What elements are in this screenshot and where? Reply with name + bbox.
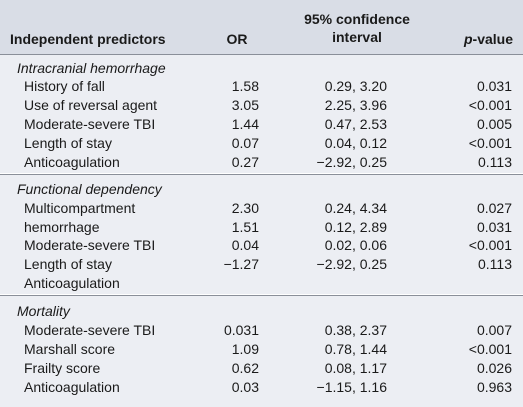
cell-predictor: Anticoagulation [24,275,120,291]
table-row: hemorrhage 1.51 0.12, 2.89 0.031 [0,218,523,237]
divider [0,295,523,296]
cell-predictor: Moderate-severe TBI [24,322,156,338]
section-mortality: Mortality Moderate-severe TBI 0.031 0.38… [0,296,523,407]
table-row: Moderate-severe TBI 0.031 0.38, 2.37 0.0… [0,321,523,340]
cell-or: 0.03 [231,379,259,395]
cell-p: 0.026 [476,360,512,376]
cell-predictor: Moderate-severe TBI [24,116,156,132]
cell-predictor: Anticoagulation [24,154,120,170]
cell-ci: 0.29, 3.20 [324,78,387,94]
cell-ci: 2.25, 3.96 [324,97,387,113]
divider [0,174,523,175]
cell-p: 0.963 [476,379,512,395]
cell-or: 1.51 [231,219,259,235]
cell-ci: 0.04, 0.12 [324,135,387,151]
cell-predictor: Anticoagulation [24,379,120,395]
cell-or: 0.07 [231,135,259,151]
cell-ci: −1.15, 1.16 [316,379,387,395]
cell-or: 0.27 [231,154,259,170]
cell-ci: 0.02, 0.06 [324,237,387,253]
header-ci-line1: 95% confidence [304,11,410,27]
cell-ci: −2.92, 0.25 [316,256,387,272]
cell-p: <0.001 [468,135,512,151]
cell-p: <0.001 [468,237,512,253]
table-row: Use of reversal agent 3.05 2.25, 3.96 <0… [0,96,523,115]
cell-p: 0.031 [476,219,512,235]
cell-predictor: Marshall score [24,341,116,357]
cell-p: 0.027 [476,200,512,216]
cell-p: 0.113 [478,256,512,272]
table-row: Moderate-severe TBI 1.44 0.47, 2.53 0.00… [0,115,523,134]
cell-p: 0.005 [476,116,512,132]
section-title: Mortality [17,303,70,319]
cell-p: 0.031 [476,78,512,94]
cell-ci: −2.92, 0.25 [316,154,387,170]
cell-predictor: Multicompartment [24,200,136,216]
cell-or: 1.58 [231,78,259,94]
cell-or: 0.62 [231,360,259,376]
section-intracranial: Intracranial hemorrhage History of fall … [0,55,523,173]
cell-ci: 0.08, 1.17 [324,360,387,376]
cell-or: 1.09 [231,341,259,357]
table-row: Anticoagulation [0,274,523,293]
cell-p: <0.001 [468,97,512,113]
cell-or: −1.27 [223,256,259,272]
table-row: Moderate-severe TBI 0.04 0.02, 0.06 <0.0… [0,236,523,255]
header-p-italic: p [463,31,473,47]
table-row: Frailty score 0.62 0.08, 1.17 0.026 [0,359,523,378]
cell-predictor: History of fall [24,78,105,94]
table-row: Length of stay 0.07 0.04, 0.12 <0.001 [0,134,523,153]
cell-or: 1.44 [231,116,259,132]
cell-or: 3.05 [231,97,259,113]
cell-ci: 0.47, 2.53 [324,116,387,132]
table-row: History of fall 1.58 0.29, 3.20 0.031 [0,77,523,96]
header-p-rest: -value [472,31,513,47]
section-title: Intracranial hemorrhage [17,60,166,76]
table-row: Marshall score 1.09 0.78, 1.44 <0.001 [0,340,523,359]
header-ci: 95% confidence interval [270,10,444,46]
cell-predictor: Length of stay [24,135,112,151]
cell-predictor: Use of reversal agent [24,97,158,113]
cell-predictor: Frailty score [24,360,101,376]
table-row: Length of stay −1.27 −2.92, 0.25 0.113 [0,255,523,274]
section-title: Functional dependency [17,181,162,197]
cell-predictor: Length of stay [24,256,112,272]
cell-or: 0.031 [223,322,259,338]
cell-predictor: hemorrhage [24,219,100,235]
table-row: Anticoagulation 0.03 −1.15, 1.16 0.963 [0,378,523,397]
cell-ci: 0.24, 4.34 [324,200,387,216]
divider [0,54,523,55]
cell-ci: 0.78, 1.44 [324,341,387,357]
section-functional-dependency: Functional dependency Multicompartment 2… [0,175,523,294]
table-row: Anticoagulation 0.27 −2.92, 0.25 0.113 [0,153,523,172]
cell-p: <0.001 [468,341,512,357]
cell-ci: 0.38, 2.37 [324,322,387,338]
header-predictors: Independent predictors [10,31,166,47]
cell-p: 0.007 [476,322,512,338]
table-header: Independent predictors OR 95% confidence… [0,0,523,54]
header-or: OR [226,31,248,47]
cell-predictor: Moderate-severe TBI [24,237,156,253]
header-p-value: p-value [440,30,513,48]
cell-p: 0.113 [478,154,512,170]
header-ci-line2: interval [332,29,382,45]
table-row: Multicompartment 2.30 0.24, 4.34 0.027 [0,199,523,218]
cell-or: 0.04 [231,237,259,253]
cell-or: 2.30 [231,200,259,216]
cell-ci: 0.12, 2.89 [324,219,387,235]
